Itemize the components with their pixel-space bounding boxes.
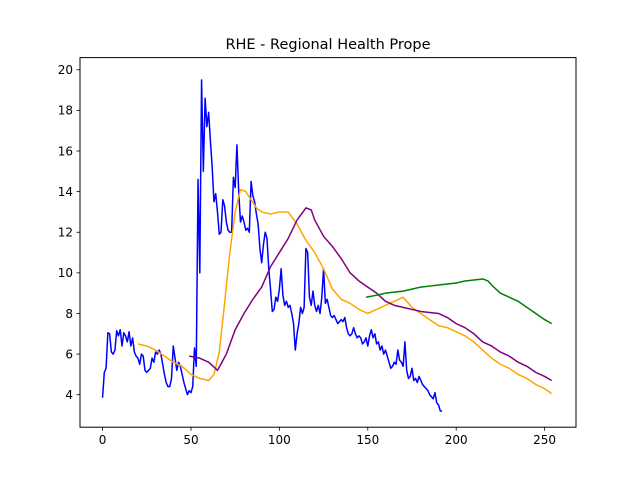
- y-tick-label: 14: [58, 185, 73, 199]
- y-tick-label: 12: [58, 226, 73, 240]
- y-tick-label: 16: [58, 144, 73, 158]
- y-tick-label: 20: [58, 63, 73, 77]
- plot-area: [101, 79, 553, 412]
- series-line-2: [189, 207, 553, 382]
- y-tick-label: 8: [65, 307, 73, 321]
- series-line-3: [365, 278, 553, 325]
- x-tick-label: 0: [99, 433, 107, 447]
- plot-frame: [79, 57, 577, 428]
- x-tick-label: 200: [445, 433, 468, 447]
- y-axis: 4 6 8 10 12 14 16 18 20: [58, 63, 80, 402]
- chart-title: RHE - Regional Health Prope: [225, 37, 430, 53]
- x-tick-label: 50: [183, 433, 198, 447]
- x-tick-label: 150: [356, 433, 379, 447]
- x-tick-label: 250: [533, 433, 556, 447]
- series-line-0: [101, 79, 443, 412]
- x-tick-label: 100: [268, 433, 291, 447]
- y-tick-label: 4: [65, 388, 73, 402]
- series-line-1: [137, 188, 553, 395]
- y-tick-label: 10: [58, 266, 73, 280]
- y-tick-label: 18: [58, 104, 73, 118]
- x-axis: 0 50 100 150 200 250: [99, 427, 556, 447]
- y-tick-label: 6: [65, 347, 73, 361]
